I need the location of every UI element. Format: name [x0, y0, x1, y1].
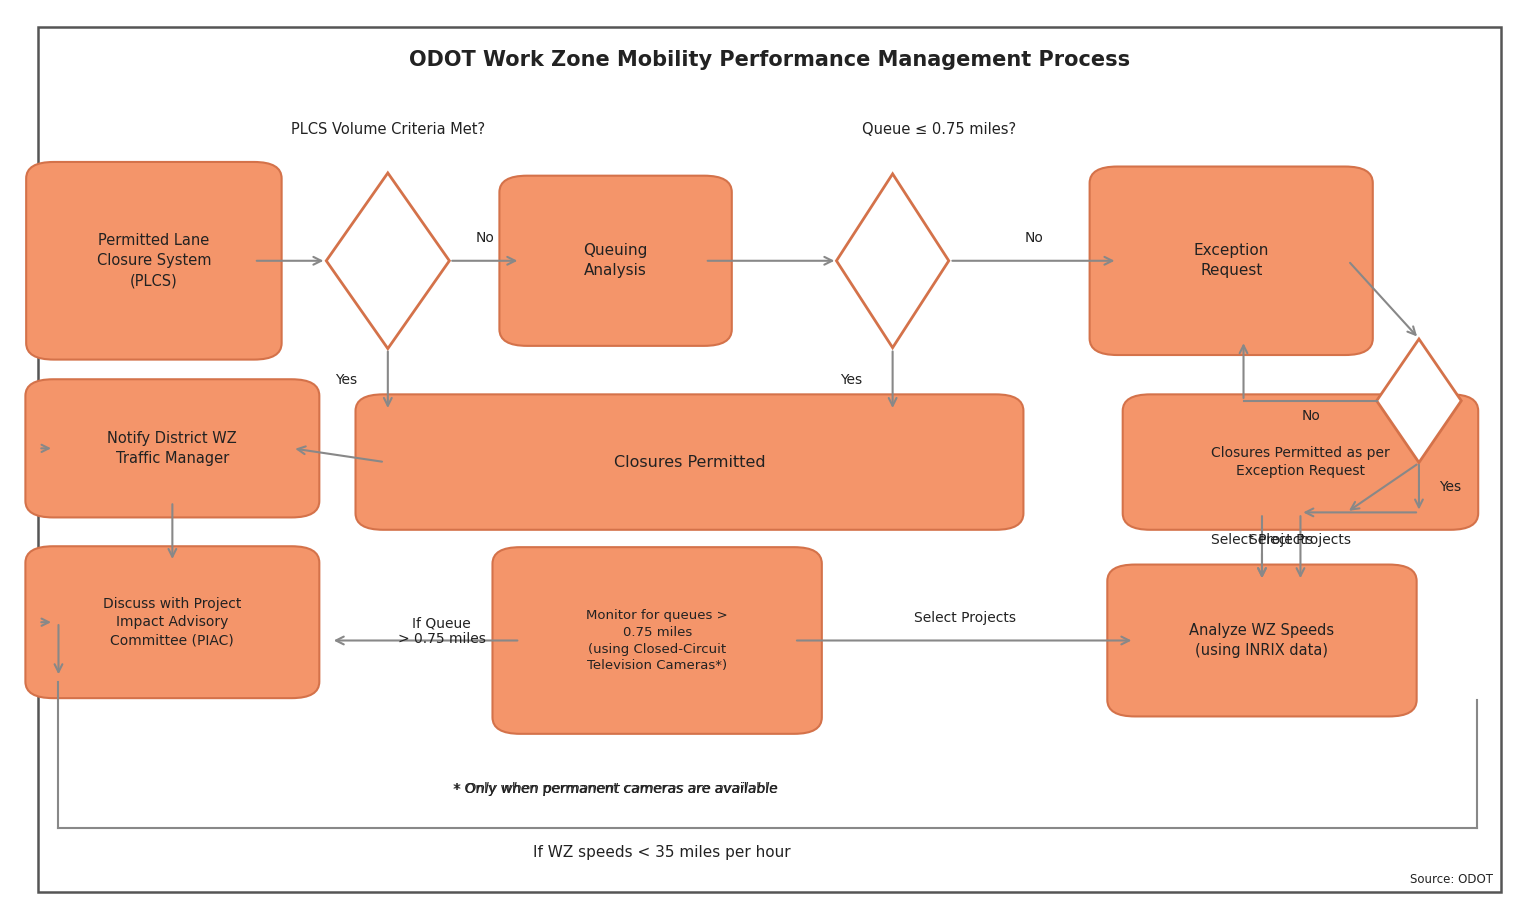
FancyArrowPatch shape [54, 625, 63, 672]
FancyBboxPatch shape [26, 546, 320, 698]
Text: No: No [1025, 231, 1043, 245]
Polygon shape [326, 173, 449, 349]
FancyBboxPatch shape [26, 162, 282, 360]
FancyBboxPatch shape [26, 379, 320, 518]
FancyBboxPatch shape [356, 394, 1023, 530]
Text: Yes: Yes [840, 372, 862, 387]
Text: Analyze WZ Speeds
(using INRIX data): Analyze WZ Speeds (using INRIX data) [1190, 623, 1334, 658]
FancyArrowPatch shape [1414, 465, 1424, 507]
FancyArrowPatch shape [297, 447, 382, 462]
Text: No: No [1302, 409, 1320, 424]
FancyArrowPatch shape [336, 637, 517, 644]
Text: Exception
Request: Exception Request [1194, 243, 1268, 278]
Text: No: No [476, 231, 494, 245]
FancyArrowPatch shape [452, 257, 516, 264]
FancyArrowPatch shape [1351, 465, 1417, 510]
FancyArrowPatch shape [708, 257, 833, 264]
FancyBboxPatch shape [499, 176, 733, 346]
FancyBboxPatch shape [38, 27, 1501, 892]
Polygon shape [1376, 339, 1462, 462]
Text: Yes: Yes [1439, 479, 1461, 494]
Text: If Queue
> 0.75 miles: If Queue > 0.75 miles [397, 616, 486, 647]
Text: Notify District WZ
Traffic Manager: Notify District WZ Traffic Manager [108, 431, 237, 466]
Text: Closures Permitted as per
Exception Request: Closures Permitted as per Exception Requ… [1211, 446, 1390, 479]
FancyBboxPatch shape [492, 547, 822, 734]
Text: Monitor for queues >
0.75 miles
(using Closed-Circuit
Television Cameras*): Monitor for queues > 0.75 miles (using C… [586, 608, 728, 673]
FancyArrowPatch shape [257, 257, 322, 264]
Text: Closures Permitted: Closures Permitted [614, 455, 765, 469]
FancyArrowPatch shape [953, 257, 1113, 264]
Text: Permitted Lane
Closure System
(PLCS): Permitted Lane Closure System (PLCS) [97, 233, 211, 288]
Text: Source: ODOT: Source: ODOT [1410, 873, 1493, 886]
Text: Yes: Yes [336, 372, 357, 387]
FancyBboxPatch shape [1107, 565, 1416, 716]
Text: Select Projects: Select Projects [914, 610, 1016, 625]
FancyArrowPatch shape [1350, 263, 1416, 335]
Text: * Only when permanent cameras are available: * Only when permanent cameras are availa… [454, 781, 777, 796]
Text: If WZ speeds < 35 miles per hour: If WZ speeds < 35 miles per hour [532, 845, 791, 860]
FancyArrowPatch shape [1305, 509, 1416, 516]
Polygon shape [837, 174, 948, 348]
Text: PLCS Volume Criteria Met?: PLCS Volume Criteria Met? [291, 123, 485, 137]
FancyArrowPatch shape [383, 351, 392, 405]
FancyArrowPatch shape [1296, 516, 1305, 576]
FancyArrowPatch shape [168, 504, 177, 556]
FancyArrowPatch shape [888, 351, 897, 405]
FancyArrowPatch shape [1257, 554, 1267, 576]
FancyArrowPatch shape [1239, 346, 1248, 398]
Text: ODOT Work Zone Mobility Performance Management Process: ODOT Work Zone Mobility Performance Mana… [409, 50, 1130, 70]
Text: Select Projects: Select Projects [1211, 533, 1313, 547]
Text: Queue ≤ 0.75 miles?: Queue ≤ 0.75 miles? [862, 123, 1016, 137]
Text: Discuss with Project
Impact Advisory
Committee (PIAC): Discuss with Project Impact Advisory Com… [103, 597, 242, 648]
Text: Queuing
Analysis: Queuing Analysis [583, 243, 648, 278]
FancyArrowPatch shape [797, 637, 1130, 644]
Text: Select Projects: Select Projects [1250, 533, 1351, 547]
FancyBboxPatch shape [1090, 167, 1373, 355]
Text: * Only when permanent cameras are available: * Only when permanent cameras are availa… [454, 781, 777, 796]
FancyArrowPatch shape [1257, 516, 1267, 576]
FancyBboxPatch shape [1122, 394, 1477, 530]
